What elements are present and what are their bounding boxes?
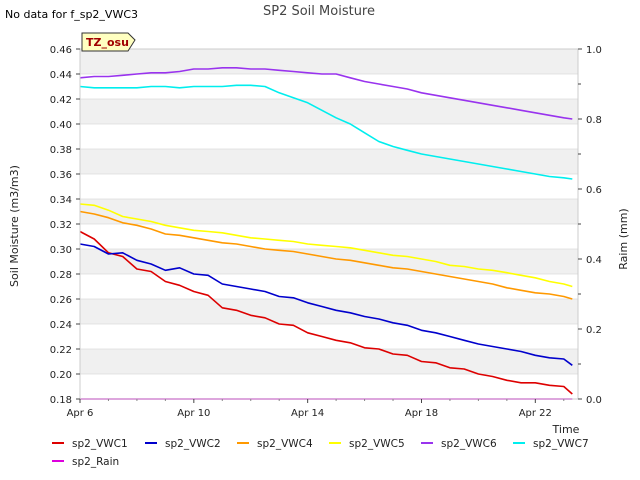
y-tick-label: 0.28 xyxy=(50,270,72,281)
legend: sp2_VWC1 sp2_VWC2 sp2_VWC4 sp2_VWC5 sp2_VWC6… xyxy=(52,438,589,468)
x-tick-label: Apr 22 xyxy=(519,408,552,419)
legend-label: sp2_VWC6 xyxy=(441,438,497,450)
y-tick-label: 0.40 xyxy=(50,120,72,131)
legend-item: sp2_VWC7 xyxy=(513,438,589,450)
legend-label: sp2_VWC7 xyxy=(533,438,589,450)
y2-axis-label: Raim (mm) xyxy=(617,208,630,269)
grid-band xyxy=(80,224,578,249)
x-tick-label: Apr 6 xyxy=(67,408,94,419)
y2-tick-label: 0.4 xyxy=(586,255,602,266)
y2-tick-label: 0.0 xyxy=(586,395,602,406)
x-axis-label: Time xyxy=(552,423,580,436)
x-tick-label: Apr 10 xyxy=(177,408,210,419)
site-badge: TZ_osu xyxy=(81,32,136,52)
legend-label: sp2_Rain xyxy=(72,456,119,468)
grid-band xyxy=(80,324,578,349)
grid-band xyxy=(80,274,578,299)
y-axis-ticks: 0.18 0.20 0.22 0.24 0.26 0.28 0.30 0.32 0.34 0.36… xyxy=(50,45,80,406)
grid-band xyxy=(80,49,578,74)
y-tick-label: 0.38 xyxy=(50,145,72,156)
x-axis-ticks: Apr 6 Apr 10 Apr 14 Apr 18 Apr 22 xyxy=(67,399,565,419)
grid-band xyxy=(80,349,578,374)
legend-item: sp2_VWC5 xyxy=(329,438,405,450)
series-line-sp2-vwc7 xyxy=(79,84,573,180)
site-badge-box xyxy=(81,32,136,52)
y-tick-label: 0.22 xyxy=(50,345,72,356)
y2-tick-label: 1.0 xyxy=(586,45,602,56)
y-axis-label: Soil Moisture (m3/m3) xyxy=(8,165,21,287)
y-tick-label: 0.30 xyxy=(50,245,72,256)
y2-tick-label: 0.6 xyxy=(586,185,602,196)
legend-label: sp2_VWC2 xyxy=(165,438,221,450)
legend-item: sp2_VWC1 xyxy=(52,438,128,450)
series-line-sp2-vwc1 xyxy=(79,230,573,395)
grid-band xyxy=(80,299,578,324)
y-tick-label: 0.34 xyxy=(50,195,72,206)
series-line-sp2-vwc6 xyxy=(79,67,573,120)
chart-title: SP2 Soil Moisture xyxy=(263,4,375,19)
y-tick-label: 0.46 xyxy=(50,45,72,56)
grid-band xyxy=(80,174,578,199)
y-tick-label: 0.18 xyxy=(50,395,72,406)
legend-label: sp2_VWC4 xyxy=(257,438,313,450)
grid-band xyxy=(80,149,578,174)
y-tick-label: 0.24 xyxy=(50,320,72,331)
y2-tick-label: 0.2 xyxy=(586,325,602,336)
legend-item: sp2_VWC2 xyxy=(145,438,221,450)
legend-item: sp2_Rain xyxy=(52,456,119,468)
series-line-sp2-vwc4 xyxy=(79,210,573,300)
legend-label: sp2_VWC5 xyxy=(349,438,405,450)
x-tick-label: Apr 18 xyxy=(405,408,438,419)
grid-band xyxy=(80,199,578,224)
y2-tick-label: 0.8 xyxy=(586,115,602,126)
site-badge-label: TZ_osu xyxy=(86,36,129,49)
grid-band xyxy=(80,249,578,274)
y-tick-label: 0.20 xyxy=(50,370,72,381)
legend-label: sp2_VWC1 xyxy=(72,438,128,450)
series-line-sp2-vwc5 xyxy=(79,203,573,288)
legend-item: sp2_VWC4 xyxy=(237,438,313,450)
y-tick-label: 0.32 xyxy=(50,220,72,231)
y2-axis-ticks: 0.0 0.2 0.4 0.6 0.8 1.0 xyxy=(578,45,602,406)
y-tick-label: 0.44 xyxy=(50,70,72,81)
y-tick-label: 0.42 xyxy=(50,95,72,106)
y-tick-label: 0.26 xyxy=(50,295,72,306)
top-note: No data for f_sp2_VWC3 xyxy=(5,8,138,21)
grid-band xyxy=(80,99,578,124)
x-tick-label: Apr 14 xyxy=(291,408,324,419)
legend-item: sp2_VWC6 xyxy=(421,438,497,450)
grid-band xyxy=(80,124,578,149)
grid-bands xyxy=(80,48,578,400)
series-line-sp2-vwc2 xyxy=(79,243,573,366)
grid-band xyxy=(80,374,578,399)
y-tick-label: 0.36 xyxy=(50,170,72,181)
